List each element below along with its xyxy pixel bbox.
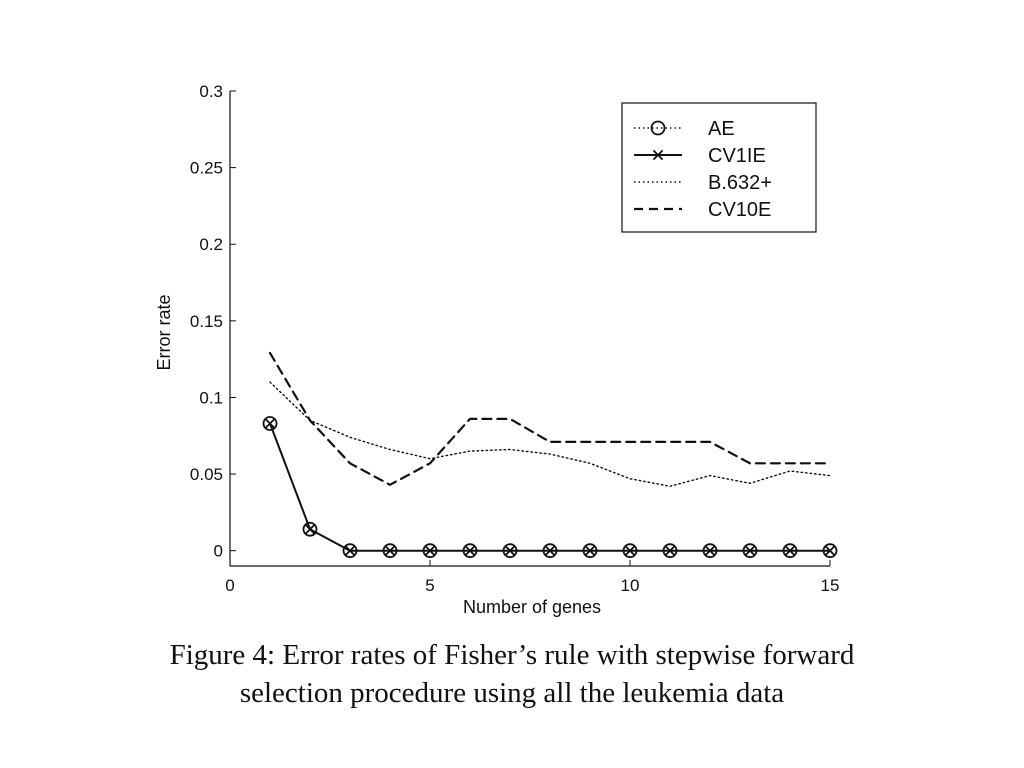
data-point-ae bbox=[302, 521, 318, 537]
series-b-632- bbox=[269, 381, 831, 487]
data-point-ae bbox=[262, 416, 278, 431]
y-tick-label: 0.25 bbox=[190, 159, 223, 178]
data-point-cv1ie bbox=[824, 545, 836, 556]
x-tick-label: 15 bbox=[821, 576, 840, 595]
data-point-cv1ie bbox=[704, 545, 716, 556]
y-tick-label: 0.05 bbox=[190, 465, 223, 484]
data-point-ae bbox=[422, 543, 438, 559]
data-point-ae bbox=[822, 543, 838, 559]
data-point-ae bbox=[382, 543, 398, 559]
data-point-ae bbox=[782, 543, 798, 559]
series-layer bbox=[262, 351, 838, 559]
data-point-ae bbox=[582, 543, 598, 559]
plot-axes: 0 0.05 0.1 0.15 0.2 0.25 0.3 0 5 10 15 Number of ge… bbox=[154, 82, 839, 617]
legend-box bbox=[621, 102, 817, 233]
data-point-ae bbox=[742, 543, 758, 559]
data-point-cv1ie bbox=[304, 523, 316, 535]
y-tick-label: 0.2 bbox=[199, 235, 223, 254]
figure-caption: Figure 4: Error rates of Fisher’s rule w… bbox=[60, 636, 964, 712]
legend-label: AE bbox=[708, 118, 735, 140]
data-point-cv1ie bbox=[464, 545, 476, 556]
x-tick-label: 10 bbox=[621, 576, 640, 595]
legend: AE CV1IE B.632+ CV10E bbox=[621, 102, 817, 233]
data-point-ae bbox=[342, 543, 358, 559]
legend-marker bbox=[652, 149, 664, 161]
data-point-ae bbox=[622, 543, 638, 559]
y-tick-label: 0.15 bbox=[190, 312, 223, 331]
caption-line-1: Figure 4: Error rates of Fisher’s rule w… bbox=[169, 639, 855, 671]
data-point-cv1ie bbox=[424, 545, 436, 556]
data-point-cv1ie bbox=[344, 545, 356, 556]
data-point-cv1ie bbox=[264, 418, 276, 429]
data-point-cv1ie bbox=[504, 545, 516, 556]
data-point-ae bbox=[702, 543, 718, 559]
x-tick-label: 0 bbox=[225, 576, 234, 595]
y-tick-label: 0 bbox=[214, 542, 223, 561]
y-tick-label: 0.3 bbox=[199, 82, 223, 101]
caption-line-2: selection procedure using all the leukem… bbox=[239, 677, 785, 709]
legend-marker bbox=[650, 120, 666, 136]
data-point-cv1ie bbox=[544, 545, 556, 556]
data-point-cv1ie bbox=[384, 545, 396, 556]
series-line-cv1ie bbox=[269, 422, 831, 552]
chart: 0 0.05 0.1 0.15 0.2 0.25 0.3 0 5 10 15 Number of ge… bbox=[154, 82, 839, 617]
data-point-ae bbox=[542, 543, 558, 559]
series-cv1ie bbox=[264, 418, 836, 556]
series-ae bbox=[262, 416, 838, 559]
series-line-cv10e bbox=[268, 351, 832, 486]
data-point-cv1ie bbox=[584, 545, 596, 556]
data-point-ae bbox=[462, 543, 478, 559]
data-point-cv1ie bbox=[784, 545, 796, 556]
data-point-cv1ie bbox=[624, 545, 636, 556]
series-cv10e bbox=[268, 351, 832, 486]
legend-label: B.632+ bbox=[708, 172, 772, 194]
legend-label: CV10E bbox=[708, 199, 771, 221]
x-axis-label: Number of genes bbox=[463, 597, 601, 617]
legend-label: CV1IE bbox=[708, 145, 766, 167]
y-axis-label: Error rate bbox=[154, 294, 174, 370]
data-point-ae bbox=[502, 543, 518, 559]
data-point-ae bbox=[662, 543, 678, 559]
data-point-cv1ie bbox=[664, 545, 676, 556]
data-point-cv1ie bbox=[744, 545, 756, 556]
series-line-b-632- bbox=[269, 381, 831, 487]
y-tick-label: 0.1 bbox=[199, 388, 223, 407]
x-tick-label: 5 bbox=[425, 576, 434, 595]
